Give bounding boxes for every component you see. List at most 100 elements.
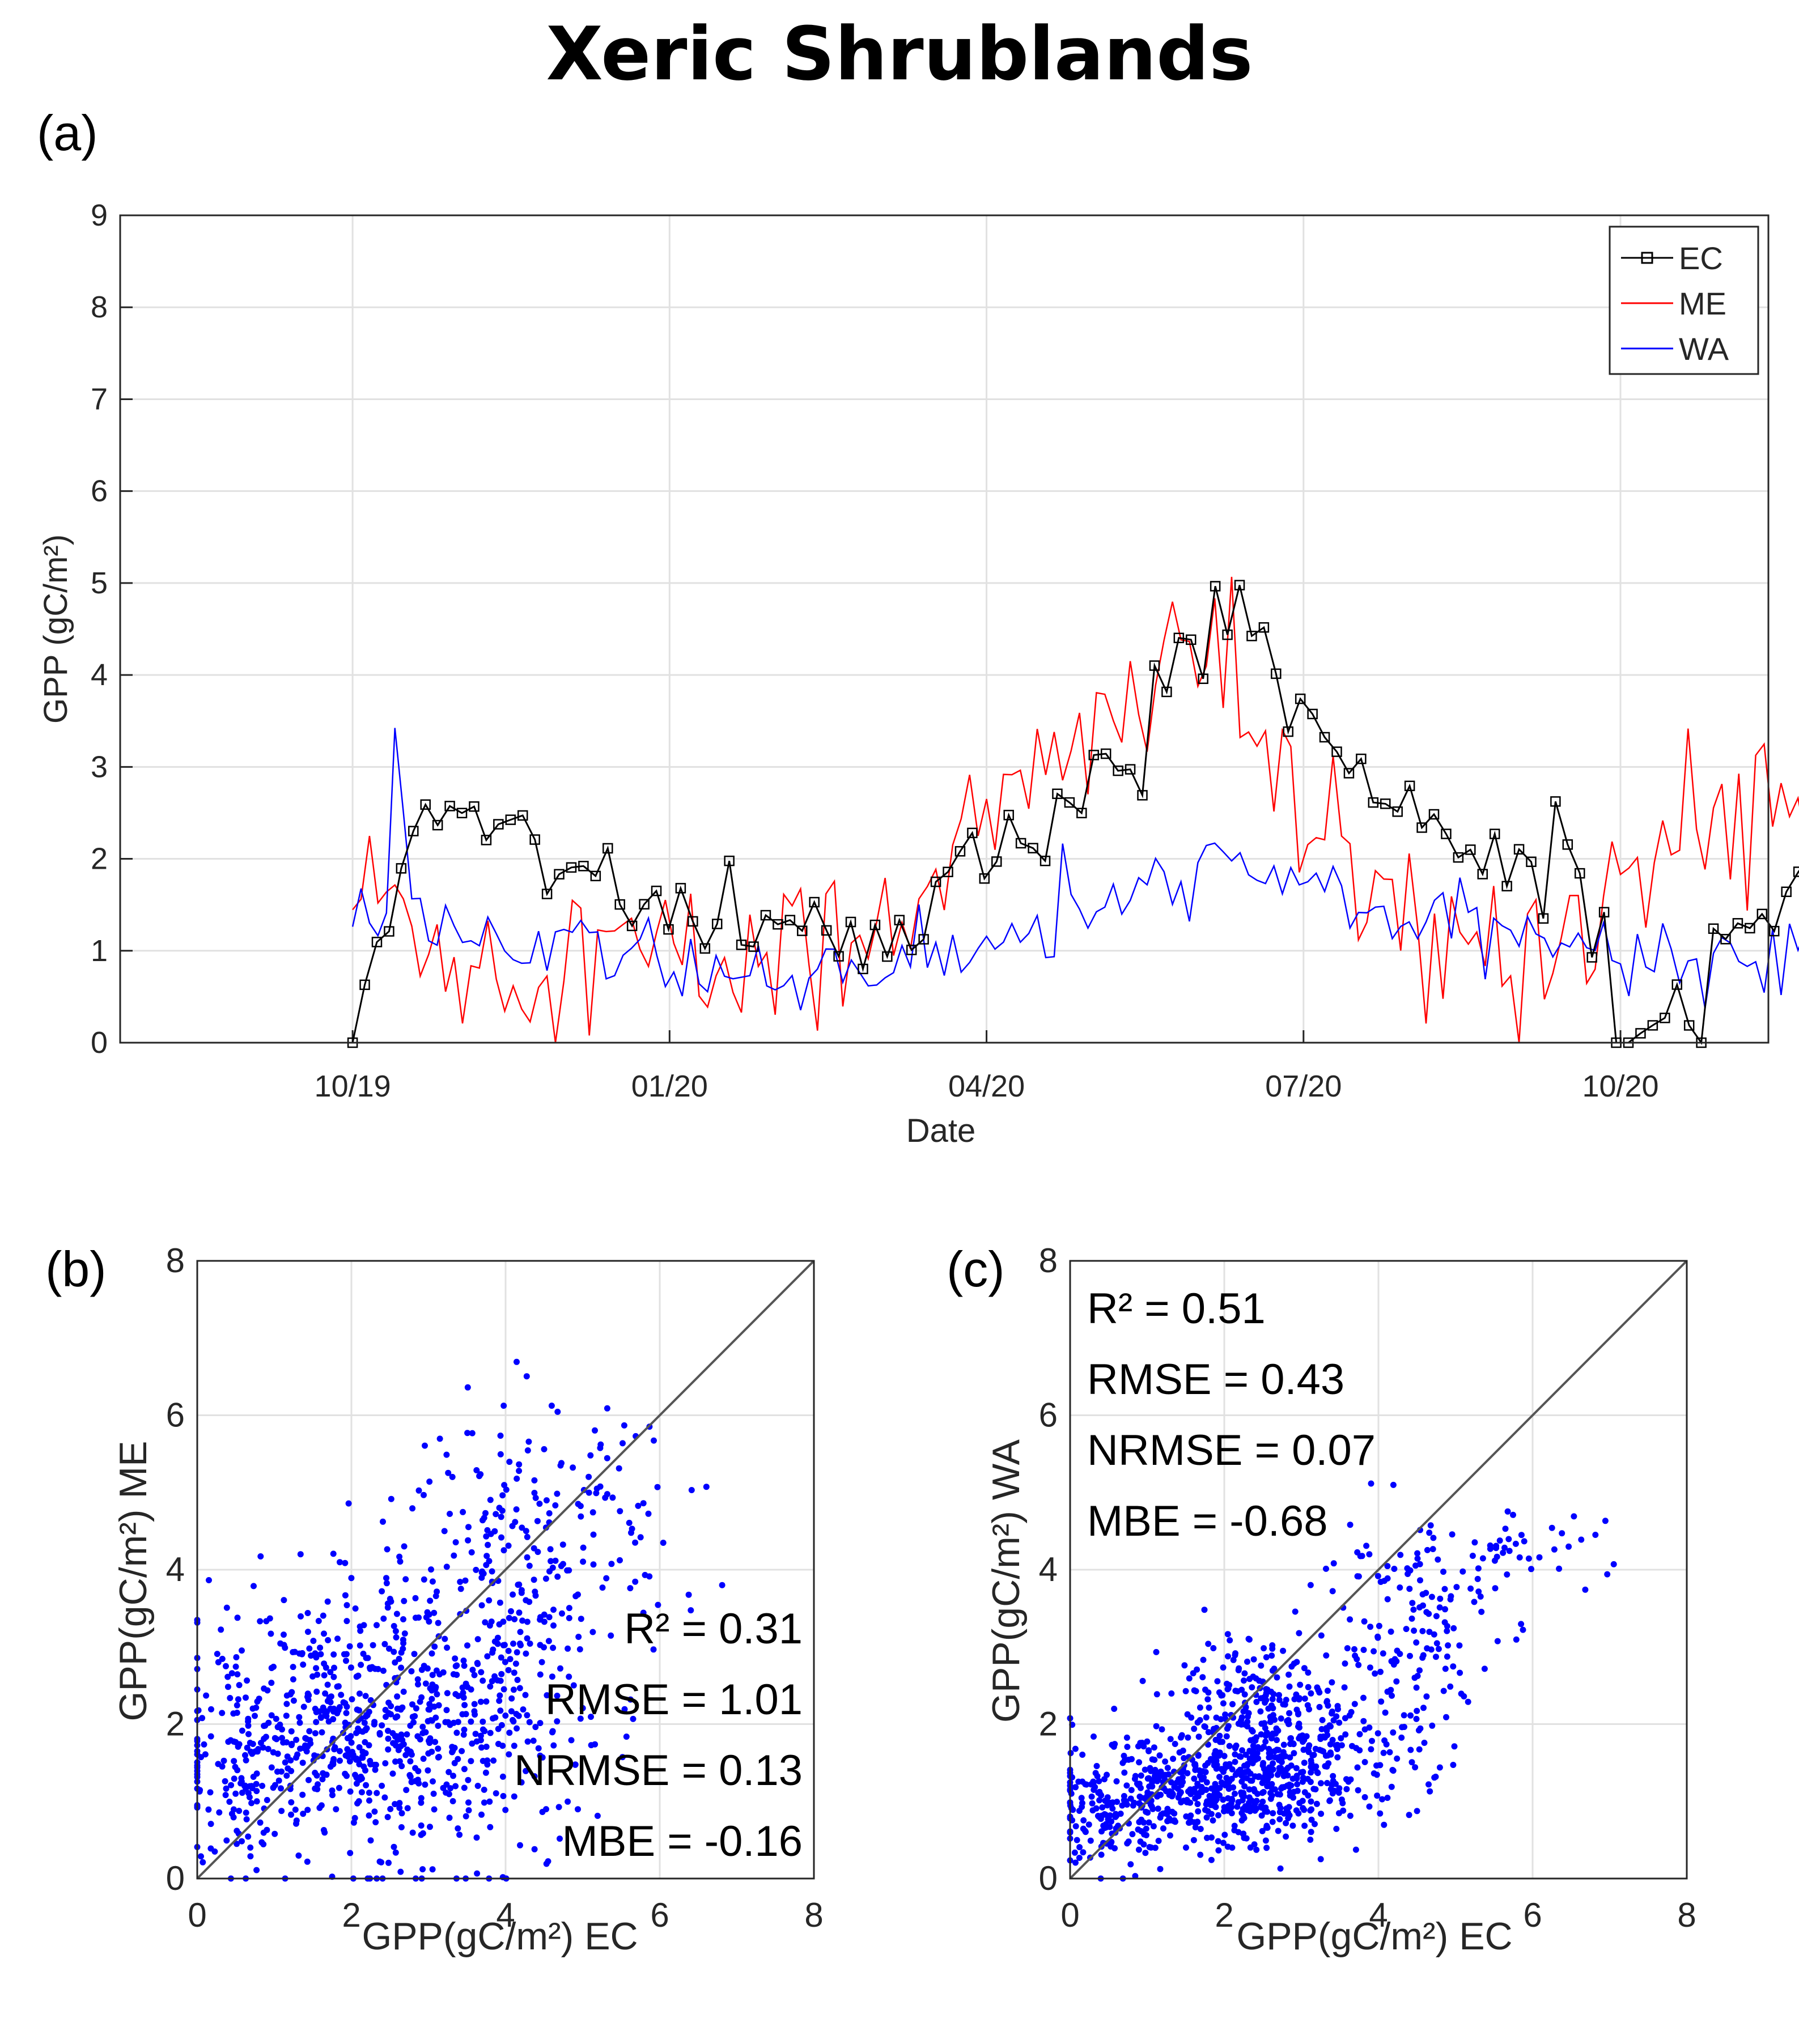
- scatter-point: [1070, 1807, 1076, 1813]
- scatter-point: [594, 1812, 601, 1819]
- legend-label-me: ME: [1679, 286, 1726, 321]
- scatter-point: [1206, 1792, 1213, 1799]
- scatter-point: [219, 1655, 226, 1662]
- scatter-point: [1135, 1826, 1142, 1833]
- plot-frame-a: [119, 214, 1770, 1044]
- data-point-ec: [1489, 828, 1500, 839]
- scatter-point: [506, 1614, 512, 1621]
- y-tick-label: 2: [91, 842, 108, 876]
- scatter-point: [244, 1677, 251, 1684]
- scatter-point: [460, 1731, 467, 1738]
- scatter-point: [1270, 1730, 1276, 1737]
- scatter-point: [381, 1794, 388, 1801]
- scatter-point: [362, 1739, 368, 1745]
- scatter-point: [402, 1752, 409, 1758]
- scatter-point: [1351, 1701, 1358, 1707]
- scatter-point: [1257, 1708, 1264, 1715]
- scatter-point: [435, 1723, 442, 1729]
- scatter-point: [1366, 1551, 1373, 1558]
- scatter-point: [1187, 1791, 1194, 1797]
- scatter-point: [1098, 1812, 1105, 1819]
- scatter-point: [374, 1790, 380, 1796]
- scatter-point: [1286, 1781, 1293, 1788]
- scatter-point: [247, 1853, 254, 1860]
- scatter-point: [514, 1677, 521, 1683]
- scatter-point: [1221, 1831, 1228, 1838]
- scatter-point: [1186, 1799, 1193, 1806]
- scatter-point: [480, 1758, 486, 1764]
- scatter-point: [1249, 1684, 1255, 1691]
- data-point-ec: [1198, 673, 1208, 685]
- scatter-point: [1491, 1557, 1498, 1564]
- scatter-point: [1435, 1556, 1441, 1563]
- scatter-point: [1266, 1745, 1272, 1752]
- scatter-point: [352, 1605, 359, 1612]
- scatter-point: [514, 1475, 520, 1482]
- x-tick-labels-a: 10/1901/2004/2007/2010/2001/2104/2107/21…: [315, 1069, 1659, 1103]
- scatter-point: [1093, 1763, 1100, 1769]
- scatter-point: [1467, 1585, 1474, 1592]
- scatter-point: [485, 1541, 491, 1548]
- scatter-point: [1175, 1776, 1182, 1783]
- scatter-point: [518, 1590, 525, 1596]
- scatter-point: [239, 1727, 245, 1734]
- scatter-point: [230, 1806, 237, 1813]
- scatter-point: [1323, 1565, 1329, 1572]
- scatter-point: [414, 1676, 421, 1682]
- scatter-point: [1386, 1749, 1393, 1756]
- scatter-point: [251, 1583, 257, 1590]
- scatter-point: [1516, 1554, 1523, 1561]
- scatter-point: [398, 1763, 405, 1770]
- y-tick-label: 1: [91, 934, 108, 968]
- scatter-point: [283, 1701, 290, 1707]
- scatter-point: [541, 1618, 548, 1625]
- scatter-point: [1424, 1645, 1431, 1652]
- scatter-point: [1295, 1723, 1301, 1730]
- scatter-point: [1230, 1656, 1237, 1663]
- scatter-point: [395, 1746, 402, 1753]
- scatter-point: [1333, 1713, 1340, 1720]
- data-point-ec: [954, 846, 966, 857]
- stat-label: RMSE = 0.43: [1087, 1355, 1344, 1404]
- scatter-point: [503, 1486, 510, 1493]
- scatter-point: [1334, 1703, 1341, 1710]
- scatter-point: [347, 1664, 354, 1671]
- scatter-point: [1204, 1834, 1210, 1841]
- scatter-point: [1270, 1810, 1276, 1817]
- data-point-ec: [1003, 810, 1014, 821]
- scatter-point: [230, 1814, 237, 1821]
- x-tick-label: 0: [1060, 1896, 1079, 1934]
- scatter-point: [340, 1699, 347, 1706]
- scatter-point: [1140, 1841, 1147, 1848]
- scatter-point: [554, 1573, 561, 1580]
- scatter-point: [1224, 1726, 1231, 1732]
- scatter-point: [1226, 1682, 1233, 1689]
- scatter-point: [654, 1484, 661, 1490]
- scatter-point: [506, 1459, 513, 1465]
- scatter-point: [1129, 1831, 1136, 1838]
- scatter-point: [505, 1542, 512, 1549]
- scatter-point: [471, 1701, 478, 1707]
- scatter-point: [216, 1809, 223, 1816]
- scatter-point: [486, 1558, 493, 1565]
- scatter-point: [370, 1642, 376, 1648]
- scatter-point: [429, 1681, 436, 1688]
- scatter-point: [1407, 1712, 1414, 1719]
- scatter-point: [443, 1707, 450, 1714]
- scatter-point: [380, 1518, 386, 1525]
- scatter-point: [517, 1842, 523, 1848]
- stat-label: R² = 0.51: [1087, 1285, 1266, 1333]
- scatter-point: [688, 1607, 694, 1614]
- scatter-point: [288, 1728, 295, 1735]
- scatter-point: [1168, 1779, 1174, 1786]
- scatter-point: [235, 1696, 241, 1703]
- y-tick-label: 3: [91, 750, 108, 784]
- scatter-point: [597, 1483, 604, 1490]
- x-axis-label-c: GPP(gC/m²) EC: [1236, 1915, 1512, 1958]
- page-title: Xeric Shrublands: [546, 11, 1253, 97]
- data-point-ec: [396, 863, 407, 874]
- one-to-one-line-c: [1069, 1260, 1688, 1880]
- scatter-point: [356, 1744, 363, 1750]
- scatter-point: [247, 1783, 253, 1790]
